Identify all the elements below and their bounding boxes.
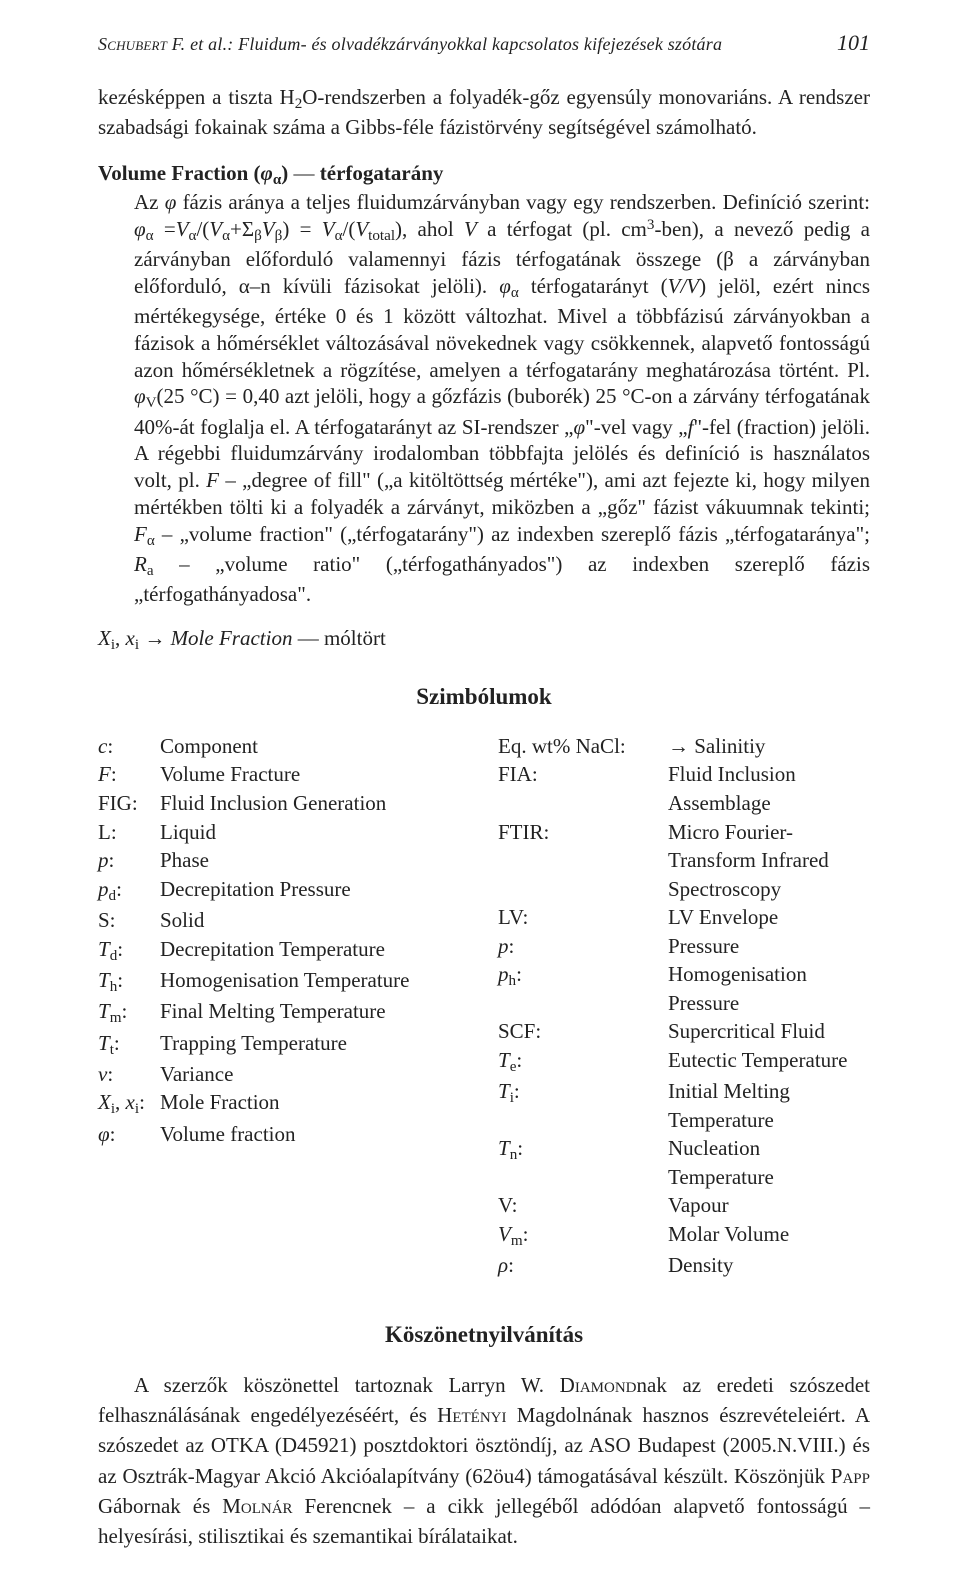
symbol-key: Td: [98, 935, 160, 966]
symbol-value: Micro Fourier-Transform Infrared Spectro… [668, 818, 870, 904]
symbol-key: S: [98, 906, 160, 935]
symbol-value: Component [160, 732, 470, 761]
symbol-value: Volume Fracture [160, 760, 470, 789]
symbol-value: Eutectic Temperature [668, 1046, 870, 1077]
symbol-key: V: [498, 1191, 668, 1220]
entry-title: Volume Fraction (φα) — térfogatarány [98, 161, 870, 189]
symbol-key: FTIR: [498, 818, 668, 904]
symbol-key: Vm: [498, 1220, 668, 1251]
symbol-row: Tm:Final Melting Temperature [98, 997, 470, 1028]
symbol-key: c: [98, 732, 160, 761]
symbol-key: Eq. wt% NaCl: [498, 732, 668, 761]
symbol-value: → Salinitiy [668, 732, 870, 761]
symbol-value: Phase [160, 846, 470, 875]
symbol-value: Volume fraction [160, 1120, 470, 1149]
symbols-heading: Szimbólumok [98, 684, 870, 710]
symbol-key: φ: [98, 1120, 160, 1149]
symbol-key: FIA: [498, 760, 668, 817]
symbols-columns: c:ComponentF:Volume FractureFIG:Fluid In… [98, 732, 870, 1280]
symbol-value: Decrepitation Pressure [160, 875, 470, 906]
symbol-row: FIG:Fluid Inclusion Generation [98, 789, 470, 818]
symbol-row: ρ:Density [498, 1251, 870, 1280]
ack-body: A szerzők köszönettel tartoznak Larryn W… [98, 1370, 870, 1551]
symbol-row: p:Phase [98, 846, 470, 875]
symbol-row: SCF:Supercritical Fluid [498, 1017, 870, 1046]
symbol-key: p: [498, 932, 668, 961]
symbol-row: Xi, xi:Mole Fraction [98, 1088, 470, 1119]
symbol-key: pd: [98, 875, 160, 906]
symbol-key: F: [98, 760, 160, 789]
symbol-row: FIA:Fluid Inclusion Assemblage [498, 760, 870, 817]
symbol-value: Homogenisation Temperature [160, 966, 470, 997]
symbol-row: p:Pressure [498, 932, 870, 961]
symbol-row: Ti:Initial Melting Temperature [498, 1077, 870, 1134]
symbol-value: Vapour [668, 1191, 870, 1220]
symbol-value: Nucleation Temperature [668, 1134, 870, 1191]
symbol-row: φ:Volume fraction [98, 1120, 470, 1149]
symbol-key: Ti: [498, 1077, 668, 1134]
ack-heading: Köszönetnyilvánítás [98, 1322, 870, 1348]
symbol-value: Liquid [160, 818, 470, 847]
symbol-row: Tn:Nucleation Temperature [498, 1134, 870, 1191]
symbol-key: L: [98, 818, 160, 847]
symbols-left-col: c:ComponentF:Volume FractureFIG:Fluid In… [98, 732, 470, 1280]
symbol-row: Eq. wt% NaCl:→ Salinitiy [498, 732, 870, 761]
symbol-key: ph: [498, 960, 668, 1017]
symbol-key: Tn: [498, 1134, 668, 1191]
symbol-value: Decrepitation Temperature [160, 935, 470, 966]
symbol-value: LV Envelope [668, 903, 870, 932]
symbol-row: L:Liquid [98, 818, 470, 847]
symbol-row: Td:Decrepitation Temperature [98, 935, 470, 966]
symbol-key: v: [98, 1060, 160, 1089]
symbol-key: Te: [498, 1046, 668, 1077]
symbol-value: Homogenisation Pressure [668, 960, 870, 1017]
symbol-row: V:Vapour [498, 1191, 870, 1220]
symbol-row: Tt:Trapping Temperature [98, 1029, 470, 1060]
symbol-row: ph:Homogenisation Pressure [498, 960, 870, 1017]
symbol-key: SCF: [498, 1017, 668, 1046]
symbol-value: Trapping Temperature [160, 1029, 470, 1060]
symbol-key: Th: [98, 966, 160, 997]
symbol-row: Te:Eutectic Temperature [498, 1046, 870, 1077]
symbol-key: Xi, xi: [98, 1088, 160, 1119]
cross-reference: Xi, xi → Mole Fraction — móltört [98, 626, 870, 654]
symbol-row: F:Volume Fracture [98, 760, 470, 789]
symbol-row: S:Solid [98, 906, 470, 935]
symbol-row: FTIR:Micro Fourier-Transform Infrared Sp… [498, 818, 870, 904]
symbol-row: LV:LV Envelope [498, 903, 870, 932]
symbol-row: c:Component [98, 732, 470, 761]
symbol-key: LV: [498, 903, 668, 932]
page-number: 101 [837, 30, 870, 56]
symbol-value: Fluid Inclusion Generation [160, 789, 470, 818]
symbol-value: Density [668, 1251, 870, 1280]
symbol-key: Tm: [98, 997, 160, 1028]
symbol-key: ρ: [498, 1251, 668, 1280]
symbol-key: Tt: [98, 1029, 160, 1060]
running-head: Schubert F. et al.: Fluidum- és olvadékz… [98, 30, 870, 56]
symbol-row: v:Variance [98, 1060, 470, 1089]
symbol-key: FIG: [98, 789, 160, 818]
symbol-key: p: [98, 846, 160, 875]
intro-paragraph: kezésképpen a tiszta H2O-rendszerben a f… [98, 84, 870, 141]
symbol-value: Fluid Inclusion Assemblage [668, 760, 870, 817]
symbol-value: Mole Fraction [160, 1088, 470, 1119]
symbol-value: Final Melting Temperature [160, 997, 470, 1028]
running-head-left: Schubert F. et al.: Fluidum- és olvadékz… [98, 34, 722, 55]
symbol-row: Th:Homogenisation Temperature [98, 966, 470, 997]
symbol-value: Molar Volume [668, 1220, 870, 1251]
symbol-value: Initial Melting Temperature [668, 1077, 870, 1134]
symbol-value: Supercritical Fluid [668, 1017, 870, 1046]
symbols-right-col: Eq. wt% NaCl:→ SalinitiyFIA:Fluid Inclus… [498, 732, 870, 1280]
symbol-row: pd:Decrepitation Pressure [98, 875, 470, 906]
symbol-value: Pressure [668, 932, 870, 961]
page: Schubert F. et al.: Fluidum- és olvadékz… [0, 0, 960, 1591]
symbol-row: Vm:Molar Volume [498, 1220, 870, 1251]
symbol-value: Variance [160, 1060, 470, 1089]
symbol-value: Solid [160, 906, 470, 935]
entry-body: Az φ fázis aránya a teljes fluidumzárván… [98, 189, 870, 608]
